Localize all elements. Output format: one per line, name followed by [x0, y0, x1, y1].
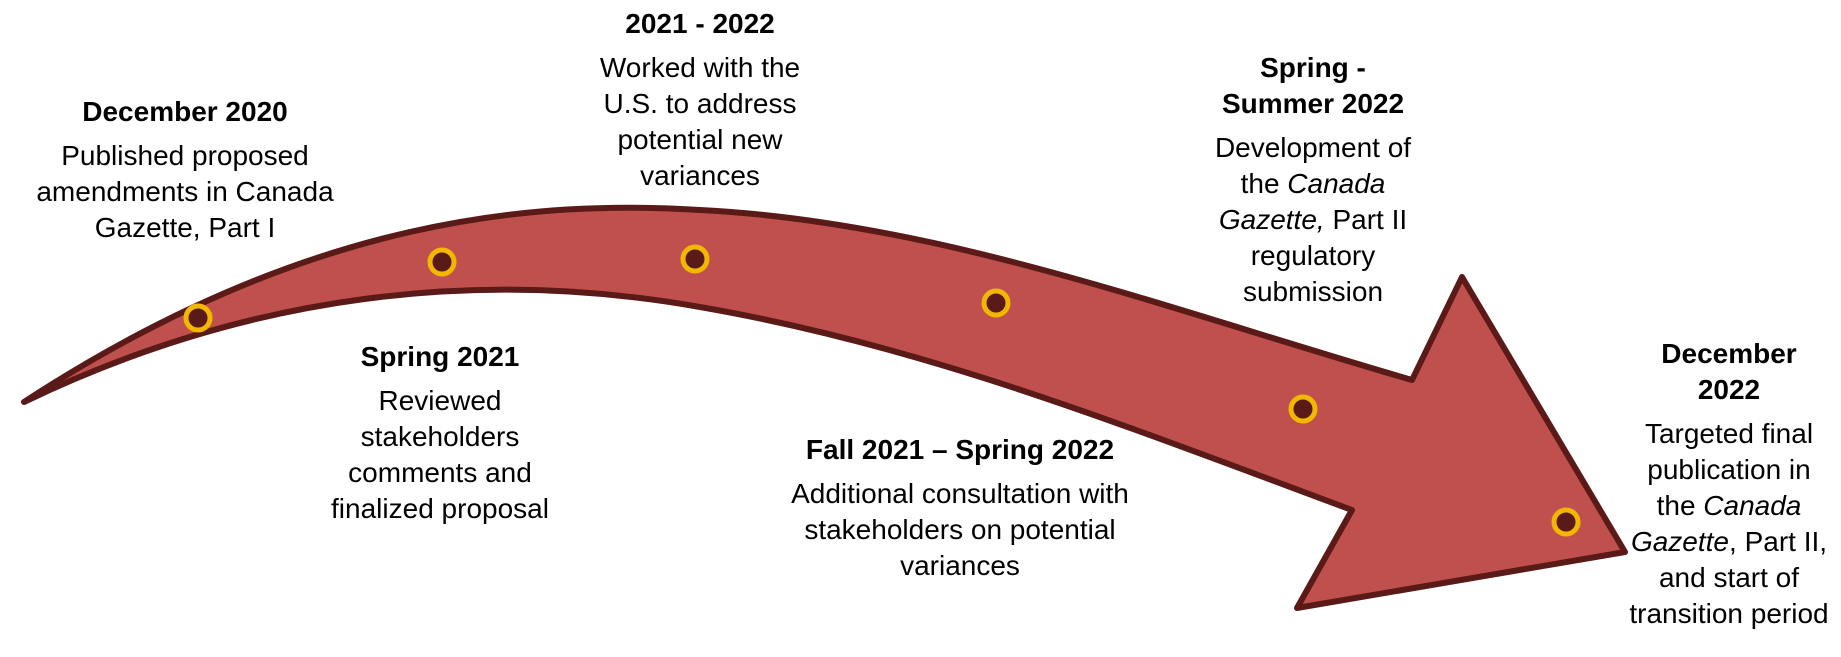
milestone-marker	[183, 303, 213, 333]
event-december-2022: December 2022 Targeted final publication…	[1625, 336, 1833, 632]
milestone-marker	[981, 288, 1011, 318]
event-description: Development of the Canada Gazette, Part …	[1198, 130, 1428, 310]
milestone-markers	[183, 244, 1581, 537]
event-description: Published proposed amendments in Canada …	[0, 138, 370, 246]
event-date: Spring - Summer 2022	[1221, 52, 1405, 119]
event-spring-2021: Spring 2021 Reviewed stakeholders commen…	[305, 339, 575, 527]
event-description-emphasis: Canada Gazette	[1630, 490, 1802, 557]
milestone-marker	[427, 247, 457, 277]
event-2021-2022: 2021 - 2022 Worked with the U.S. to addr…	[575, 6, 825, 194]
milestone-marker	[680, 244, 710, 274]
event-description-text: Additional consultation with stakeholder…	[791, 478, 1129, 581]
event-description-emphasis: Canada Gazette,	[1218, 168, 1386, 235]
event-date: 2021 - 2022	[625, 8, 775, 39]
event-description-text: Part II regulatory submission	[1242, 204, 1408, 307]
event-description-text: Published proposed amendments in Canada …	[36, 140, 334, 243]
event-description: Additional consultation with stakeholder…	[745, 476, 1175, 584]
event-description: Targeted final publication in the Canada…	[1625, 416, 1833, 632]
event-description-text: Reviewed stakeholders comments and final…	[331, 385, 549, 524]
event-fall-2021-spring-2022: Fall 2021 – Spring 2022 Additional consu…	[745, 432, 1175, 584]
event-date: December 2020	[82, 96, 288, 127]
milestone-marker	[1551, 507, 1581, 537]
event-date: Spring 2021	[360, 341, 520, 372]
event-description: Worked with the U.S. to address potentia…	[575, 50, 825, 194]
event-description-text: Development of the	[1214, 132, 1412, 199]
event-date: December 2022	[1661, 338, 1797, 405]
event-date: Fall 2021 – Spring 2022	[805, 434, 1115, 465]
event-description: Reviewed stakeholders comments and final…	[305, 383, 575, 527]
event-spring-summer-2022: Spring - Summer 2022 Development of the …	[1198, 50, 1428, 310]
milestone-marker	[1288, 394, 1318, 424]
event-description-text: Worked with the U.S. to address potentia…	[599, 52, 801, 191]
event-december-2020: December 2020 Published proposed amendme…	[0, 94, 370, 246]
event-description-text: Targeted final publication in the	[1644, 418, 1814, 521]
event-description-text: , Part II, and start of transition perio…	[1629, 526, 1829, 629]
